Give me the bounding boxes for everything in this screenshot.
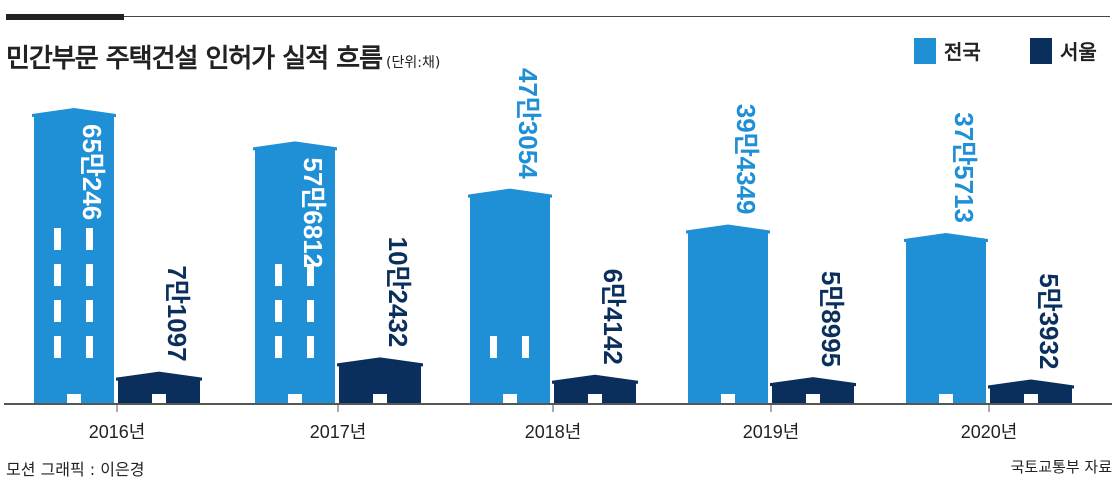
data-source: 국토교통부 자료 [1010,458,1112,476]
legend-item-national: 전국 [914,36,981,65]
bar-national-door [721,394,735,404]
bar-national [34,114,114,404]
bar-national-window [54,228,61,250]
legend-swatch-national [914,37,936,64]
bar-national-window [522,336,529,358]
x-tick-label: 2019년 [743,422,800,442]
bar-seoul [772,383,854,404]
x-tick-label: 2018년 [525,422,582,442]
bar-national-window [54,300,61,322]
x-tick-label: 2017년 [310,422,367,442]
bar-seoul-value-label: 5만8995 [816,271,846,367]
bar-seoul-door [1024,394,1038,404]
bar-seoul-value-label: 6만4142 [598,269,628,365]
chart-title-text: 민간부문 주택건설 인허가 실적 흐름 [6,44,383,74]
bar-national-window [490,336,497,358]
bar-seoul-value-label: 7만1097 [162,265,192,361]
bar-seoul-value-label: 5만3932 [1034,273,1064,369]
top-rule-thick [6,14,124,20]
bar-seoul-door [373,394,387,404]
chart-unit: (단위:채) [386,55,441,71]
graphic-credit: 모션 그래픽 : 이은경 [6,460,145,479]
chart-title: 민간부문 주택건설 인허가 실적 흐름 (단위:채) [6,38,440,75]
bar-national-window [275,264,282,286]
bar-national-window [54,264,61,286]
top-rule-thin [124,16,1110,17]
bar-national-window [86,264,93,286]
bar-national-value-label: 37만5713 [949,112,979,223]
legend-swatch-seoul [1030,37,1052,64]
bar-seoul-door [152,394,166,404]
bar-national-value-label: 57만6812 [298,157,328,268]
bar-national-window [307,264,314,286]
legend-item-seoul: 서울 [1030,36,1097,65]
bar-seoul-door [806,394,820,404]
bar-national-window [54,336,61,358]
bar-national-window [86,300,93,322]
bar-national-window [86,336,93,358]
bar-national-window [275,336,282,358]
x-tick-label: 2016년 [89,422,146,442]
bar-national-value-label: 47만3054 [513,68,543,179]
bar-national-window [275,300,282,322]
bar-national [688,230,768,404]
bar-national-door [288,394,302,404]
bar-seoul [554,380,636,404]
bar-national-value-label: 65만246 [77,124,107,220]
bar-national [906,238,986,404]
bar-national [470,194,550,404]
bar-national [255,147,335,404]
legend-label-national: 전국 [944,40,981,64]
bar-national-window [307,336,314,358]
x-tick-label: 2020년 [961,422,1018,442]
bar-seoul-door [588,394,602,404]
bar-national-window [307,300,314,322]
bar-national-value-label: 39만4349 [731,104,761,215]
bar-national-door [939,394,953,404]
bar-national-door [67,394,81,404]
legend-label-seoul: 서울 [1060,40,1097,64]
bar-national-window [86,228,93,250]
bar-seoul-value-label: 10만2432 [383,237,413,348]
bar-national-door [503,394,517,404]
